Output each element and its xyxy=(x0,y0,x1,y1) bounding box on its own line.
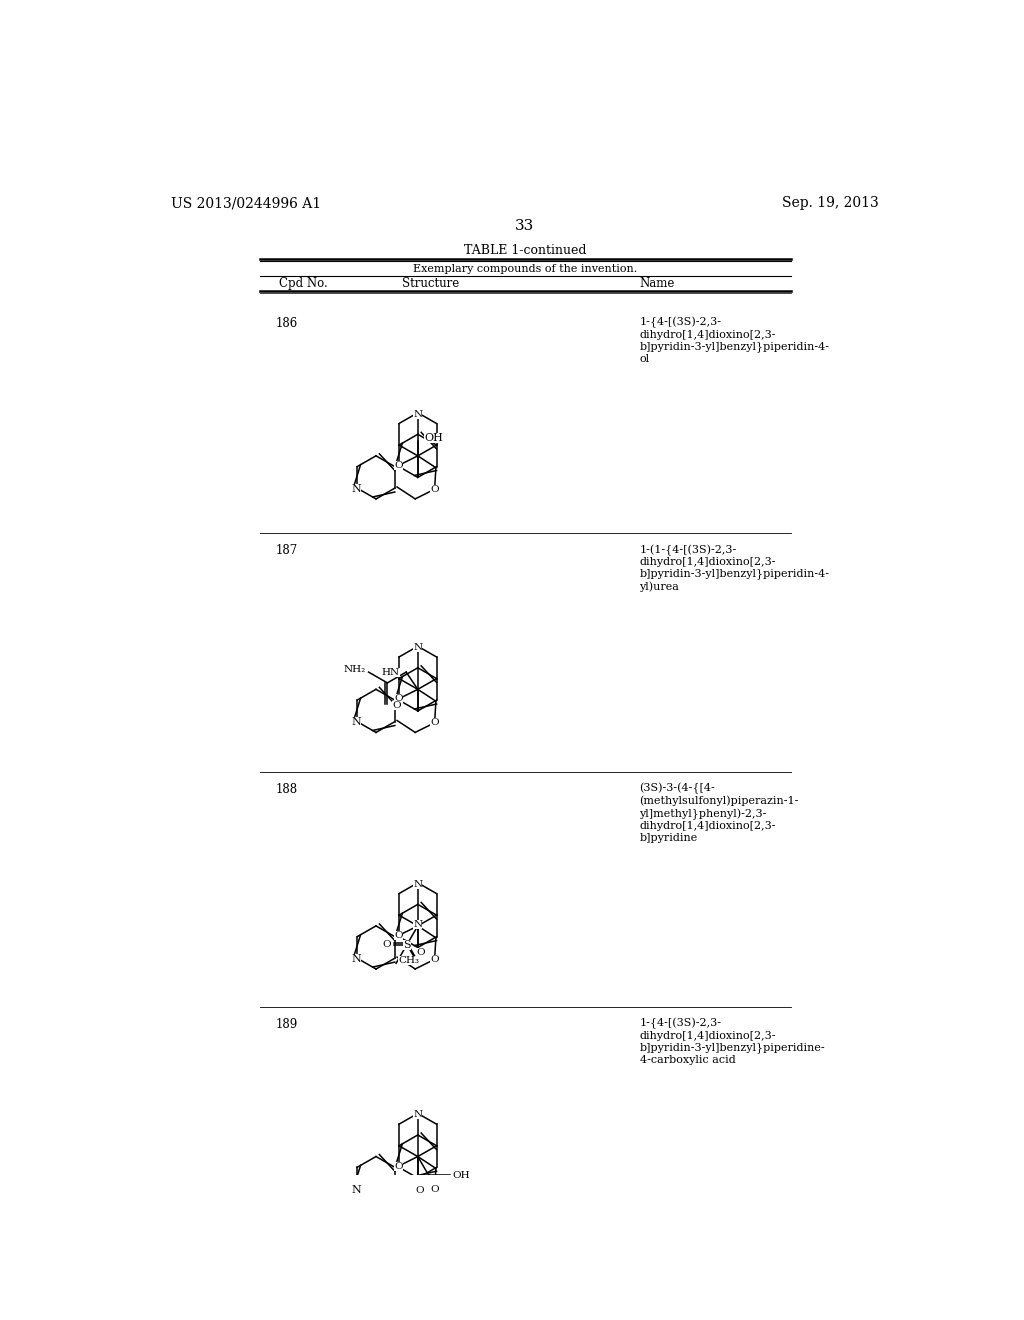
Text: N: N xyxy=(414,920,422,929)
Text: O: O xyxy=(382,940,391,949)
Text: NH₂: NH₂ xyxy=(343,665,366,675)
Text: Exemplary compounds of the invention.: Exemplary compounds of the invention. xyxy=(413,264,637,273)
Text: O: O xyxy=(416,1185,424,1195)
Text: 33: 33 xyxy=(515,219,535,234)
Text: Name: Name xyxy=(640,277,675,290)
Text: O: O xyxy=(394,1162,402,1171)
Text: S: S xyxy=(403,940,411,949)
Text: 187: 187 xyxy=(275,544,298,557)
Text: OH: OH xyxy=(424,433,442,442)
Text: O: O xyxy=(430,718,439,727)
Text: N: N xyxy=(351,1184,361,1195)
Text: O: O xyxy=(392,701,400,710)
Text: 1-(1-{4-[(3S)-2,3-
dihydro[1,4]dioxino[2,3-
b]pyridin-3-yl]benzyl}piperidin-4-
y: 1-(1-{4-[(3S)-2,3- dihydro[1,4]dioxino[2… xyxy=(640,544,829,591)
Text: N: N xyxy=(351,484,361,494)
Text: N: N xyxy=(414,1110,422,1119)
Text: O: O xyxy=(394,931,402,940)
Text: 186: 186 xyxy=(275,317,298,330)
Text: 1-{4-[(3S)-2,3-
dihydro[1,4]dioxino[2,3-
b]pyridin-3-yl]benzyl}piperidine-
4-car: 1-{4-[(3S)-2,3- dihydro[1,4]dioxino[2,3-… xyxy=(640,1018,825,1065)
Text: N: N xyxy=(351,718,361,727)
Text: O: O xyxy=(430,484,439,494)
Text: 1-{4-[(3S)-2,3-
dihydro[1,4]dioxino[2,3-
b]pyridin-3-yl]benzyl}piperidin-4-
ol: 1-{4-[(3S)-2,3- dihydro[1,4]dioxino[2,3-… xyxy=(640,317,829,364)
Text: N: N xyxy=(414,880,422,888)
Text: O: O xyxy=(430,1185,439,1195)
Text: Sep. 19, 2013: Sep. 19, 2013 xyxy=(782,197,879,210)
Text: Structure: Structure xyxy=(401,277,459,290)
Text: US 2013/0244996 A1: US 2013/0244996 A1 xyxy=(171,197,321,210)
Text: TABLE 1-continued: TABLE 1-continued xyxy=(464,244,586,257)
Text: 188: 188 xyxy=(275,783,297,796)
Text: N: N xyxy=(351,954,361,964)
Text: N: N xyxy=(414,409,422,418)
Text: N: N xyxy=(414,643,422,652)
Text: O: O xyxy=(430,954,439,964)
Text: OH: OH xyxy=(453,1171,470,1180)
Text: CH₃: CH₃ xyxy=(398,956,420,965)
Text: O: O xyxy=(417,948,425,957)
Text: O: O xyxy=(394,461,402,470)
Text: O: O xyxy=(394,694,402,704)
Text: HN: HN xyxy=(382,668,400,677)
Text: (3S)-3-(4-{[4-
(methylsulfonyl)piperazin-1-
yl]methyl}phenyl)-2,3-
dihydro[1,4]d: (3S)-3-(4-{[4- (methylsulfonyl)piperazin… xyxy=(640,783,799,842)
Text: 189: 189 xyxy=(275,1018,298,1031)
Text: Cpd No.: Cpd No. xyxy=(280,277,328,290)
